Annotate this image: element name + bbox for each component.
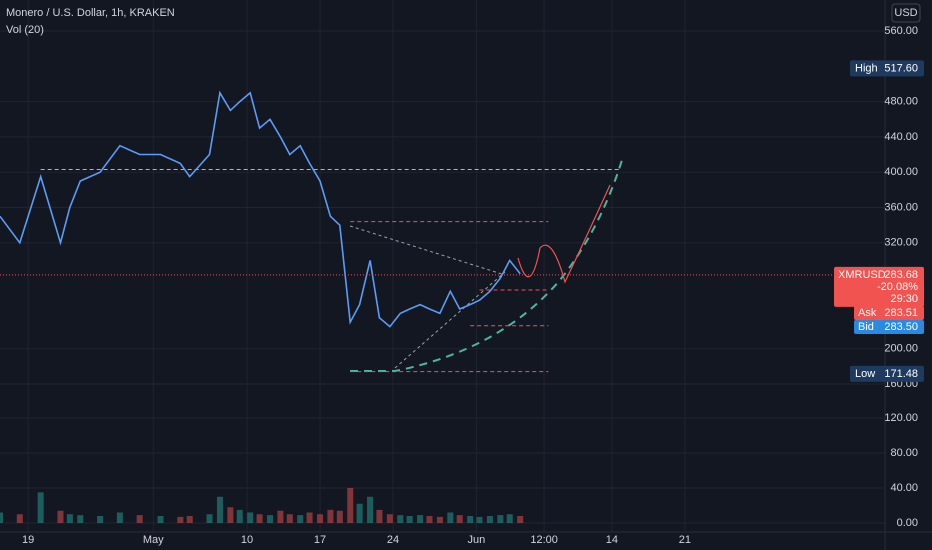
x-tick-label: May [143, 534, 164, 546]
grid [0, 0, 885, 532]
volume-bar [136, 515, 143, 523]
volume-bar [57, 510, 64, 523]
price-tag-label: Low [855, 368, 875, 380]
x-tick-label: 19 [22, 534, 34, 546]
trend-line [349, 225, 506, 369]
volume-bar [216, 496, 223, 523]
price-tag [854, 320, 924, 334]
volume-bar [297, 515, 304, 523]
chart-title: Monero / U.S. Dollar, 1h, KRAKEN [6, 7, 175, 19]
volume-bar [406, 516, 413, 523]
y-tick-label: 560.00 [884, 25, 918, 37]
x-tick-label: 21 [679, 534, 691, 546]
y-tick-label: 480.00 [884, 96, 918, 108]
volume-bar [66, 514, 73, 523]
price-tag-value: 283.51 [884, 307, 918, 319]
volume-bar [0, 512, 3, 523]
volume-bar [206, 514, 213, 523]
volume-bar [277, 510, 284, 523]
volume-bar [386, 514, 393, 523]
price-tag-value: 171.48 [884, 368, 918, 380]
volume-bar [16, 514, 23, 523]
volume-bar [336, 510, 343, 523]
x-tick-label: 14 [606, 534, 618, 546]
volume-bar [486, 516, 493, 523]
volume-bar [37, 492, 44, 523]
price-tag [850, 60, 924, 77]
volume-bar [506, 514, 513, 523]
price-line [0, 90, 521, 328]
volume-bar [447, 512, 454, 523]
currency[interactable]: USD [894, 7, 917, 19]
volume-bar [417, 515, 424, 523]
y2-tick-label: 40.00 [890, 482, 918, 494]
volume-bar [497, 515, 504, 523]
price-tag [834, 266, 924, 307]
volume-bar [356, 503, 363, 523]
y2-tick-label: 0.00 [897, 517, 918, 529]
price-change: -20.08% [877, 281, 918, 293]
volume-bar [476, 516, 483, 523]
price-tag-label: High [855, 62, 878, 74]
volume-bar [157, 516, 164, 523]
volume-bar [256, 514, 263, 523]
volume-bar [77, 515, 84, 523]
volume-bar [227, 507, 234, 523]
y-tick-label: 360.00 [884, 201, 918, 213]
volume-bar [467, 516, 474, 523]
volume-bar [397, 515, 404, 523]
price-tag [854, 306, 924, 320]
price-tag-value: 517.60 [884, 62, 918, 74]
volume-bar [236, 509, 243, 523]
volume-bar [116, 512, 123, 523]
volume-bar [347, 488, 354, 523]
countdown: 29:30 [890, 293, 918, 305]
volume-bar [426, 516, 433, 523]
volume-bar [436, 516, 443, 523]
volume-bar [367, 496, 374, 523]
volume-bar [456, 515, 463, 523]
y2-tick-label: 80.00 [890, 447, 918, 459]
currency-box[interactable] [891, 3, 921, 23]
x-tick-label: 12:00 [530, 534, 558, 546]
projection-curve [350, 159, 623, 372]
volume-bar [306, 512, 313, 523]
x-tick-label: Jun [468, 534, 486, 546]
volume-bar [327, 509, 334, 523]
y-tick-label: 200.00 [884, 343, 918, 355]
volume-bar [517, 516, 524, 523]
y-tick-label: 400.00 [884, 166, 918, 178]
price-tag-label: Bid [858, 321, 874, 333]
volume-bar [266, 515, 273, 523]
x-tick-label: 24 [387, 534, 399, 546]
volume-bar [376, 509, 383, 523]
price-tag-label: Ask [858, 307, 877, 319]
volume-bar [317, 514, 324, 523]
price-tag-value: 283.50 [884, 321, 918, 333]
volume-bar [186, 516, 193, 523]
projection-path [517, 184, 611, 284]
volume-bar [286, 514, 293, 523]
price-tag-label: XMRUSD [838, 269, 886, 281]
y-tick-label: 440.00 [884, 131, 918, 143]
volume-bar [177, 516, 184, 523]
x-tick-label: 10 [241, 534, 253, 546]
volume-bar [247, 512, 254, 523]
x-tick-label: 17 [314, 534, 326, 546]
y-tick-label: 320.00 [884, 237, 918, 249]
y2-tick-label: 120.00 [884, 412, 918, 424]
price-tag-value: 283.68 [884, 269, 918, 281]
subtitle: Vol (20) [6, 24, 44, 36]
price-tag [850, 365, 924, 382]
volume-bar [97, 516, 104, 523]
